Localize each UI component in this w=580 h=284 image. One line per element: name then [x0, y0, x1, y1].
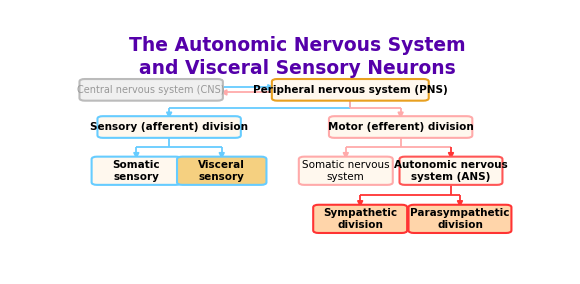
- FancyBboxPatch shape: [299, 157, 393, 185]
- Text: Parasympathetic
division: Parasympathetic division: [410, 208, 510, 230]
- Text: Somatic nervous
system: Somatic nervous system: [302, 160, 390, 181]
- Text: Visceral
sensory: Visceral sensory: [198, 160, 245, 181]
- Text: The Autonomic Nervous System
and Visceral Sensory Neurons: The Autonomic Nervous System and Viscera…: [129, 36, 466, 78]
- Text: Sympathetic
division: Sympathetic division: [323, 208, 397, 230]
- FancyBboxPatch shape: [97, 116, 241, 138]
- FancyBboxPatch shape: [313, 205, 407, 233]
- Text: Sensory (afferent) division: Sensory (afferent) division: [90, 122, 248, 132]
- FancyBboxPatch shape: [79, 79, 223, 101]
- FancyBboxPatch shape: [329, 116, 472, 138]
- FancyBboxPatch shape: [272, 79, 429, 101]
- Text: Central nervous system (CNS): Central nervous system (CNS): [77, 85, 225, 95]
- Text: Motor (efferent) division: Motor (efferent) division: [328, 122, 473, 132]
- FancyBboxPatch shape: [92, 157, 181, 185]
- FancyBboxPatch shape: [177, 157, 266, 185]
- Text: Somatic
sensory: Somatic sensory: [113, 160, 160, 181]
- FancyBboxPatch shape: [400, 157, 502, 185]
- Text: Autonomic nervous
system (ANS): Autonomic nervous system (ANS): [394, 160, 508, 181]
- Text: Peripheral nervous system (PNS): Peripheral nervous system (PNS): [253, 85, 448, 95]
- FancyBboxPatch shape: [408, 205, 512, 233]
